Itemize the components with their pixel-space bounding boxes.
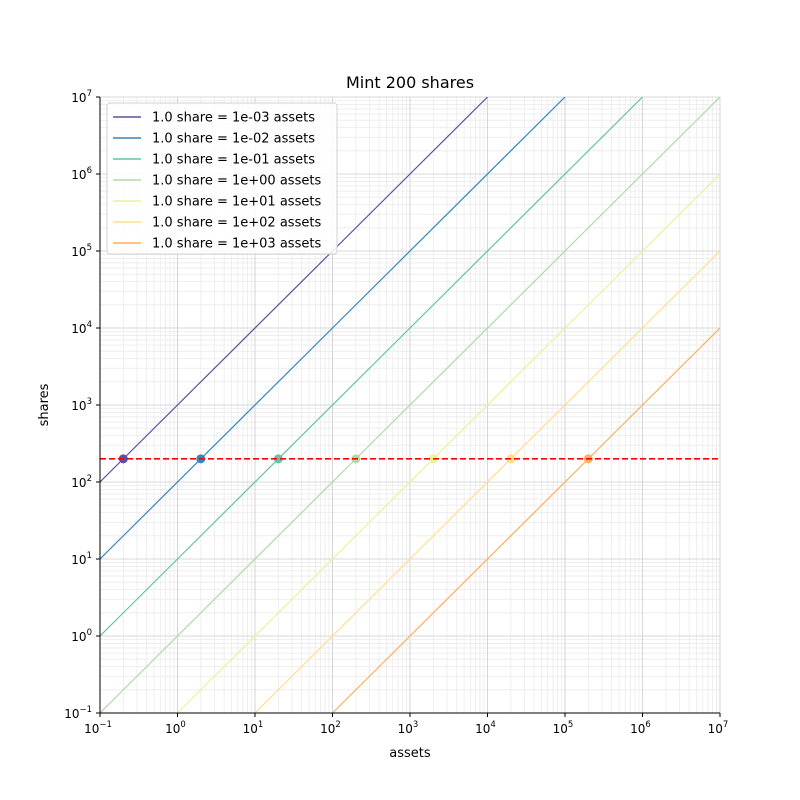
x-tick-label: 103 (398, 720, 419, 736)
x-tick-label: 10−1 (84, 720, 112, 736)
y-tick-label: 10−1 (64, 705, 92, 721)
x-tick-label: 105 (553, 720, 574, 736)
legend-label: 1.0 share = 1e+01 assets (152, 195, 321, 210)
series-line (100, 97, 643, 637)
series-line (177, 173, 720, 713)
x-tick-label: 101 (243, 720, 264, 736)
y-axis-label: shares (37, 383, 52, 426)
y-tick-label: 105 (71, 243, 92, 259)
mint-point (273, 454, 283, 464)
y-tick-label: 102 (71, 474, 92, 490)
series-line (332, 327, 720, 713)
axes: 10−1 100 101 102 103 104 105 106 107 10−1 100 101 10… (64, 89, 728, 736)
y-tick-label: 104 (71, 320, 92, 336)
x-tick-label: 104 (475, 720, 496, 736)
series-line (100, 97, 720, 713)
x-tick-label: 100 (165, 720, 186, 736)
y-tick-label: 100 (71, 628, 92, 644)
legend-label: 1.0 share = 1e-03 assets (152, 111, 315, 126)
x-tick-label: 106 (630, 720, 651, 736)
y-tick-label: 106 (71, 166, 92, 182)
x-tick-label: 102 (320, 720, 341, 736)
x-tick-label: 107 (708, 720, 729, 736)
series-line (100, 97, 488, 483)
x-axis-label: assets (389, 746, 431, 761)
chart-title: Mint 200 shares (346, 73, 474, 92)
series-line (254, 250, 720, 713)
legend-label: 1.0 share = 1e+00 assets (152, 174, 321, 189)
series-line (100, 97, 566, 560)
legend-label: 1.0 share = 1e+02 assets (152, 216, 321, 231)
legend-label: 1.0 share = 1e-01 assets (152, 153, 315, 168)
legend-box (106, 102, 338, 255)
y-tick-label: 107 (71, 89, 92, 105)
legend: 1.0 share = 1e-03 assets 1.0 share = 1e-0… (106, 102, 338, 255)
y-tick-label: 101 (71, 551, 92, 567)
legend-label: 1.0 share = 1e+03 assets (152, 237, 321, 252)
series-lines (100, 97, 720, 713)
y-tick-label: 103 (71, 397, 92, 413)
legend-label: 1.0 share = 1e-02 assets (152, 132, 315, 147)
